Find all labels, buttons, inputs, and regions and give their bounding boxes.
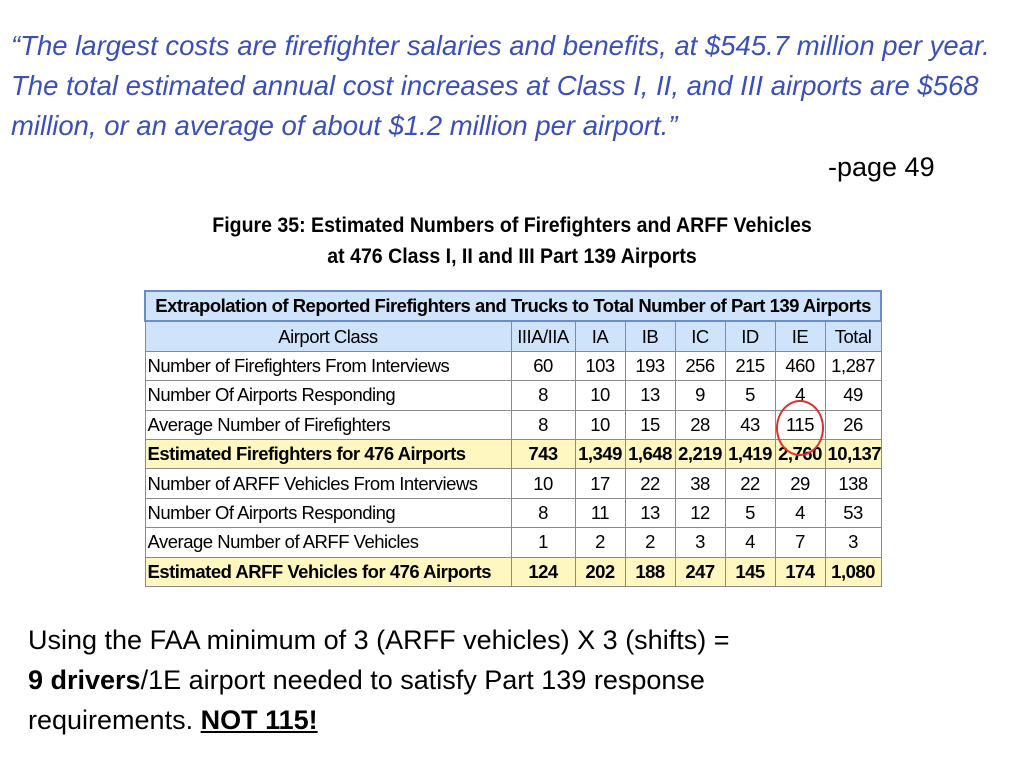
column-header: ID	[724, 320, 776, 352]
figure-title-line-1: Figure 35: Estimated Numbers of Firefigh…	[212, 214, 812, 237]
footer-line-2: 9 drivers/1E airport needed to satisfy P…	[28, 660, 928, 700]
table-cell: 2,760	[774, 438, 826, 470]
footer-line-3: requirements. NOT 115!	[28, 700, 928, 740]
footer-line-1: Using the FAA minimum of 3 (ARFF vehicle…	[28, 625, 730, 655]
table-cell: 193	[624, 350, 676, 382]
column-header: IA	[574, 320, 626, 352]
table-cell: 9	[674, 380, 726, 411]
table-cell: 49	[824, 380, 882, 411]
row-label: Number of Firefighters From Interviews	[144, 350, 512, 382]
table-cell: 202	[574, 556, 626, 587]
footer-text: Using the FAA minimum of 3 (ARFF vehicle…	[28, 620, 928, 740]
table-row: Estimated ARFF Vehicles for 476 Airports…	[144, 556, 882, 587]
page-reference: -page 49	[828, 152, 935, 182]
quote-text: “The largest costs are firefighter salar…	[11, 30, 990, 141]
drivers-emphasis: 9 drivers	[28, 665, 141, 695]
table-row: Number Of Airports Responding 8 10 13 9 5 4 49	[144, 380, 882, 411]
table-row: Average Number of ARFF Vehicles 1 2 2 3 4 7 3	[144, 527, 882, 558]
table-row: Number Of Airports Responding 8 11 13 12 5 4 53	[144, 497, 882, 529]
table-cell: 743	[510, 438, 576, 470]
table-cell: 13	[624, 497, 676, 529]
table-cell: 138	[824, 468, 882, 499]
firefighter-table: Extrapolation of Reported Firefighters a…	[143, 289, 883, 587]
table-cell: 1,419	[724, 438, 776, 470]
row-label: Average Number of ARFF Vehicles	[144, 527, 512, 558]
table-cell: 26	[824, 409, 882, 440]
table-cell: 22	[724, 468, 776, 499]
table-cell: 8	[510, 497, 576, 529]
table-cell: 5	[724, 497, 776, 529]
table-cell: 7	[774, 527, 826, 558]
table-cell: 10	[574, 409, 626, 440]
table-cell: 188	[624, 556, 676, 587]
table-cell: 215	[724, 350, 776, 382]
table-cell: 28	[674, 409, 726, 440]
column-header: Total	[824, 320, 882, 352]
table-cell: 145	[724, 556, 776, 587]
table-cell: 3	[824, 527, 882, 558]
table-cell: 2,219	[674, 438, 726, 470]
table-cell: 11	[574, 497, 626, 529]
table-cell: 103	[574, 350, 626, 382]
table-cell: 8	[510, 409, 576, 440]
table-cell: 3	[674, 527, 726, 558]
table-cell: 247	[674, 556, 726, 587]
table-cell: 1,648	[624, 438, 676, 470]
table-cell: 124	[510, 556, 576, 587]
row-label: Number of ARFF Vehicles From Interviews	[144, 468, 512, 499]
table-cell: 2	[574, 527, 626, 558]
table-cell: 8	[510, 380, 576, 411]
figure-title: Figure 35: Estimated Numbers of Firefigh…	[166, 210, 858, 272]
column-header: IIIA/IIA	[510, 320, 576, 352]
table-cell: 10	[574, 380, 626, 411]
figure-title-line-2: at 476 Class I, II and III Part 139 Airp…	[327, 245, 697, 268]
table-cell: 53	[824, 497, 882, 529]
table-cell: 1	[510, 527, 576, 558]
table-cell: 22	[624, 468, 676, 499]
table-cell: 1,349	[574, 438, 626, 470]
table-header-row: Airport Class IIIA/IIA IA IB IC ID IE To…	[144, 320, 882, 352]
table-cell: 4	[724, 527, 776, 558]
table-cell: 29	[774, 468, 826, 499]
row-label: Number Of Airports Responding	[144, 380, 512, 411]
table-cell: 5	[724, 380, 776, 411]
column-header: IE	[774, 320, 826, 352]
table-cell: 38	[674, 468, 726, 499]
not-115-emphasis: NOT 115!	[200, 705, 318, 735]
footer-line-2-rest: /1E airport needed to satisfy Part 139 r…	[140, 665, 705, 695]
table-cell: 115	[774, 409, 826, 440]
table-cell: 43	[724, 409, 776, 440]
table-cell: 460	[774, 350, 826, 382]
table-cell: 4	[774, 497, 826, 529]
column-header: IB	[624, 320, 676, 352]
row-label: Estimated Firefighters for 476 Airports	[144, 438, 512, 470]
table-cell: 15	[624, 409, 676, 440]
table-row: Average Number of Firefighters 8 10 15 28 43 1…	[144, 409, 882, 440]
table-cell: 4	[774, 380, 826, 411]
table-cell: 1,080	[824, 556, 882, 587]
row-label: Average Number of Firefighters	[144, 409, 512, 440]
footer-line-3-start: requirements.	[28, 705, 194, 735]
table-cell: 12	[674, 497, 726, 529]
table-cell: 17	[574, 468, 626, 499]
row-label: Number Of Airports Responding	[144, 497, 512, 529]
column-header: Airport Class	[144, 320, 512, 352]
table-cell: 10	[510, 468, 576, 499]
table-cell: 1,287	[824, 350, 882, 382]
table-banner: Extrapolation of Reported Firefighters a…	[143, 289, 883, 323]
table-cell: 174	[774, 556, 826, 587]
table-cell: 256	[674, 350, 726, 382]
table-row: Estimated Firefighters for 476 Airports 7…	[144, 438, 882, 470]
column-header: IC	[674, 320, 726, 352]
table-cell: 10,137	[824, 438, 882, 470]
table-cell: 60	[510, 350, 576, 382]
table-row: Number of ARFF Vehicles From Interviews 1…	[144, 468, 882, 499]
table-cell: 2	[624, 527, 676, 558]
row-label: Estimated ARFF Vehicles for 476 Airports	[144, 556, 512, 587]
table-cell: 13	[624, 380, 676, 411]
table-row: Number of Firefighters From Interviews 60…	[144, 350, 882, 382]
